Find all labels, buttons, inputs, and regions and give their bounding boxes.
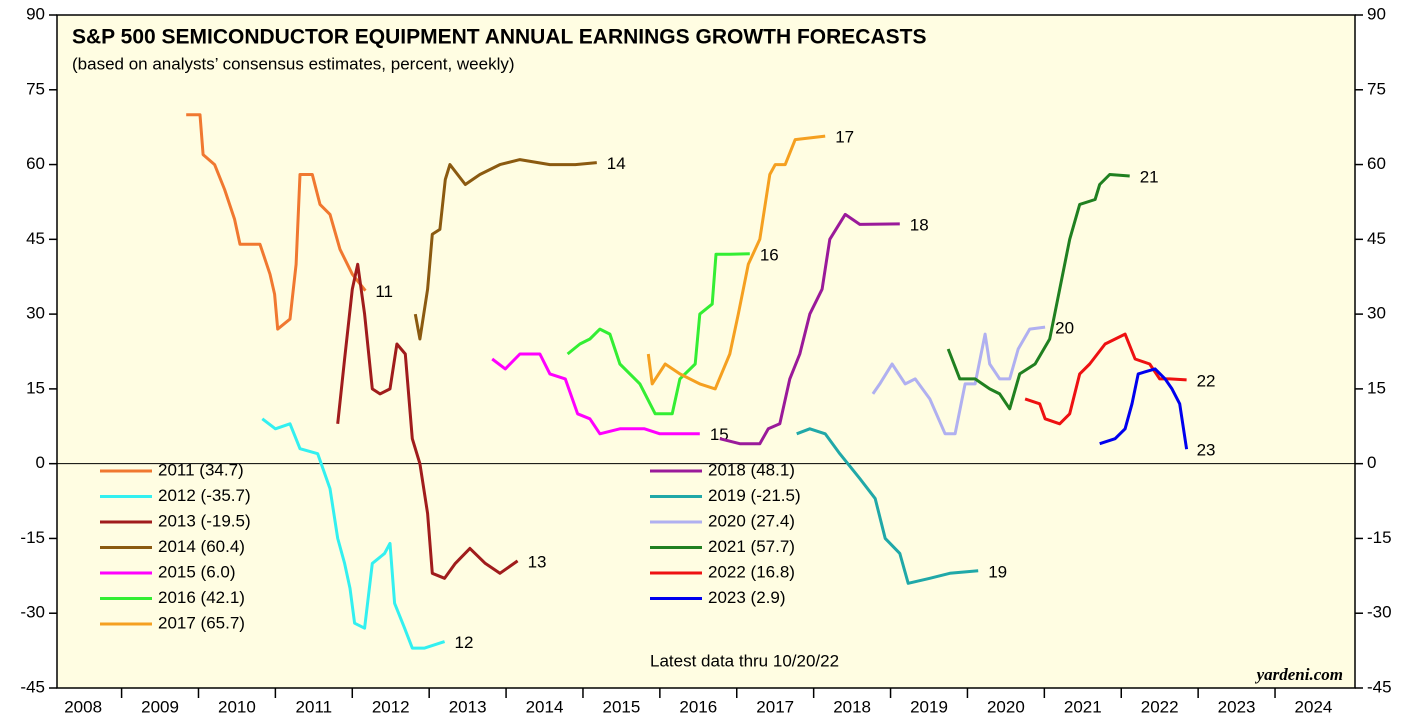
y2-tick-label: -15 xyxy=(1367,528,1392,547)
legend-label: 2015 (6.0) xyxy=(158,562,236,581)
series-line xyxy=(413,158,597,341)
legend-label: 2018 (48.1) xyxy=(708,460,795,479)
end-label: 18 xyxy=(910,215,929,234)
y2-tick-label: 15 xyxy=(1367,378,1386,397)
series-line xyxy=(946,173,1130,411)
series-line xyxy=(566,252,750,416)
end-label: 22 xyxy=(1197,371,1216,390)
x-tick-label: 2017 xyxy=(756,697,794,716)
series-line xyxy=(491,352,700,436)
series-line xyxy=(1099,367,1189,450)
y-tick-label: 45 xyxy=(26,229,45,248)
end-label: 20 xyxy=(1055,319,1074,338)
legend-label: 2012 (-35.7) xyxy=(158,486,251,505)
y2-tick-label: 0 xyxy=(1367,453,1376,472)
y2-tick-label: 90 xyxy=(1367,4,1386,23)
y-tick-label: -15 xyxy=(20,528,45,547)
end-label: 19 xyxy=(988,562,1007,581)
x-tick-label: 2023 xyxy=(1218,697,1256,716)
legend-label: 2016 (42.1) xyxy=(158,588,245,607)
y-tick-label: 90 xyxy=(26,4,45,23)
series-line xyxy=(646,134,826,391)
y2-tick-label: 75 xyxy=(1367,79,1386,98)
series-line xyxy=(796,427,979,585)
note: Latest data thru 10/20/22 xyxy=(650,651,839,670)
chart-title: S&P 500 SEMICONDUCTOR EQUIPMENT ANNUAL E… xyxy=(72,26,926,49)
y2-tick-label: -45 xyxy=(1367,677,1392,696)
x-tick-label: 2009 xyxy=(141,697,179,716)
end-label: 16 xyxy=(760,245,779,264)
legend-label: 2013 (-19.5) xyxy=(158,511,251,530)
y-tick-label: 60 xyxy=(26,154,45,173)
series-line xyxy=(1024,332,1187,426)
y-tick-label: 0 xyxy=(36,453,45,472)
x-tick-label: 2018 xyxy=(833,697,871,716)
x-tick-label: 2012 xyxy=(372,697,410,716)
x-tick-label: 2011 xyxy=(296,697,333,716)
legend-label: 2023 (2.9) xyxy=(708,588,786,607)
plot-area xyxy=(56,14,1356,689)
source: yardeni.com xyxy=(1255,665,1343,684)
x-tick-label: 2015 xyxy=(603,697,641,716)
x-tick-label: 2014 xyxy=(526,697,564,716)
legend-label: 2019 (-21.5) xyxy=(708,486,801,505)
x-tick-label: 2024 xyxy=(1295,697,1333,716)
y-tick-label: -45 xyxy=(20,677,45,696)
series-line xyxy=(871,325,1046,436)
end-label: 17 xyxy=(835,128,854,147)
y2-tick-label: 60 xyxy=(1367,154,1386,173)
end-label: 14 xyxy=(607,154,626,173)
legend-label: 2014 (60.4) xyxy=(158,537,245,556)
series-line xyxy=(719,212,900,446)
y-tick-label: 30 xyxy=(26,304,45,323)
y2-tick-label: -30 xyxy=(1367,603,1392,622)
end-label: 12 xyxy=(455,633,474,652)
series-line xyxy=(186,113,367,331)
y2-tick-label: 45 xyxy=(1367,229,1386,248)
y-tick-label: 15 xyxy=(26,378,45,397)
end-label: 23 xyxy=(1197,441,1216,460)
end-label: 13 xyxy=(528,552,547,571)
x-tick-label: 2019 xyxy=(910,697,948,716)
legend-label: 2022 (16.8) xyxy=(708,562,795,581)
x-tick-label: 2013 xyxy=(449,697,487,716)
legend-label: 2011 (34.7) xyxy=(158,460,244,479)
legend-label: 2021 (57.7) xyxy=(708,537,795,556)
y-tick-label: -30 xyxy=(20,603,45,622)
end-label: 21 xyxy=(1140,168,1159,187)
y-tick-label: 75 xyxy=(26,79,45,98)
end-label: 11 xyxy=(375,282,393,301)
x-tick-label: 2020 xyxy=(987,697,1025,716)
legend-label: 2020 (27.4) xyxy=(708,511,795,530)
x-tick-label: 2016 xyxy=(679,697,717,716)
x-tick-label: 2008 xyxy=(64,697,102,716)
y2-tick-label: 30 xyxy=(1367,304,1386,323)
legend-label: 2017 (65.7) xyxy=(158,613,245,632)
x-tick-label: 2010 xyxy=(218,697,256,716)
series-line xyxy=(261,417,446,650)
x-tick-label: 2022 xyxy=(1141,697,1179,716)
x-tick-label: 2021 xyxy=(1064,697,1102,716)
chart-subtitle: (based on analysts’ consensus estimates,… xyxy=(72,54,515,73)
series-line xyxy=(336,262,519,580)
